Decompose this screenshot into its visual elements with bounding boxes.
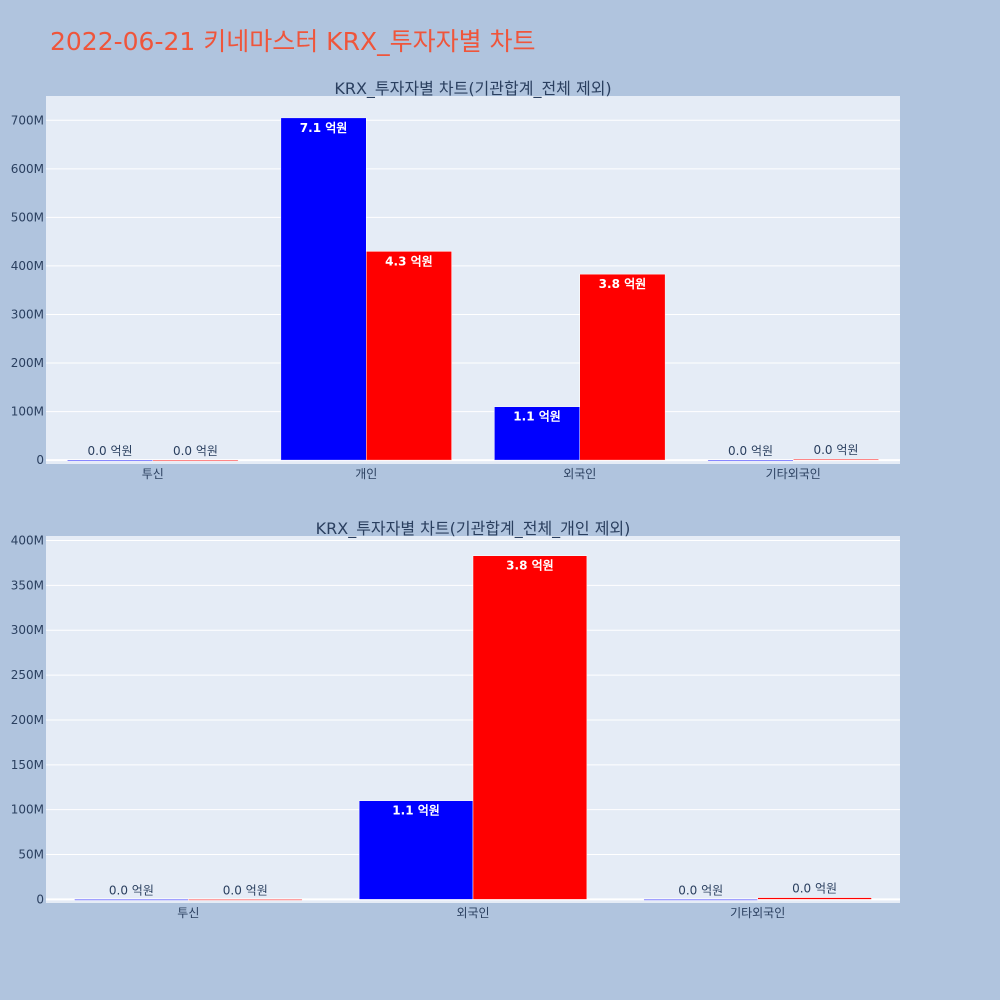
y-tick-label: 500M xyxy=(11,210,44,224)
bar xyxy=(757,897,872,900)
data-label: 0.0 억원 xyxy=(678,883,723,897)
y-tick-label: 600M xyxy=(11,162,44,176)
y-tick-label: 700M xyxy=(11,113,44,127)
data-label: 3.8 억원 xyxy=(506,559,554,573)
y-tick-label: 300M xyxy=(11,307,44,321)
data-label: 0.0 억원 xyxy=(88,444,133,458)
y-tick-label: 400M xyxy=(11,533,44,547)
bar xyxy=(152,459,239,462)
y-tick-label: 300M xyxy=(11,623,44,637)
page-title: 2022-06-21 키네마스터 KRX_투자자별 차트 xyxy=(50,27,536,56)
y-tick-label: 200M xyxy=(11,713,44,727)
investor-chart-excl-individual: 0 50M 100M 150M 200M 250M 300M 350M 400M KRX_투자자별… xyxy=(11,519,900,920)
data-label: 1.1 억원 xyxy=(513,410,561,424)
x-tick-label: 투신 xyxy=(142,467,164,481)
bar xyxy=(494,406,581,461)
x-tick-label: 투신 xyxy=(177,906,199,920)
investor-chart-all: 0 100M 200M 300M 400M 500M 600M 700M KRX_투자자별 차트… xyxy=(11,79,900,481)
chart-title: KRX_투자자별 차트(기관합계_전체 제외) xyxy=(334,79,611,99)
bar xyxy=(579,273,666,461)
bar xyxy=(643,899,758,901)
y-tick-label: 100M xyxy=(11,405,44,419)
bar xyxy=(358,800,474,900)
bar xyxy=(74,899,189,901)
y-tick-label: 50M xyxy=(18,848,44,862)
x-tick-label: 외국인 xyxy=(563,467,596,481)
chart-title: KRX_투자자별 차트(기관합계_전체_개인 제외) xyxy=(316,519,631,539)
data-label: 0.0 억원 xyxy=(728,444,773,458)
y-tick-label: 200M xyxy=(11,356,44,370)
plot-area xyxy=(46,96,900,464)
y-tick-label: 400M xyxy=(11,259,44,273)
bar xyxy=(280,117,367,461)
y-tick-label: 100M xyxy=(11,803,44,817)
data-label: 0.0 억원 xyxy=(173,444,218,458)
bar xyxy=(188,899,303,901)
data-label: 0.0 억원 xyxy=(109,883,154,897)
x-tick-label: 개인 xyxy=(355,467,377,481)
x-tick-label: 기타외국인 xyxy=(730,906,785,920)
bar xyxy=(472,555,588,900)
x-tick-label: 기타외국인 xyxy=(766,467,821,481)
bar xyxy=(793,458,879,461)
data-label: 0.0 억원 xyxy=(792,882,837,896)
y-tick-label: 0 xyxy=(36,892,44,906)
bar xyxy=(366,251,452,461)
y-tick-label: 0 xyxy=(36,453,44,467)
data-label: 3.8 억원 xyxy=(599,277,647,291)
data-label: 7.1 억원 xyxy=(300,121,348,135)
data-label: 0.0 억원 xyxy=(813,443,858,457)
data-label: 0.0 억원 xyxy=(223,883,268,897)
bar xyxy=(707,459,794,462)
y-tick-label: 250M xyxy=(11,668,44,682)
y-tick-label: 350M xyxy=(11,578,44,592)
x-tick-label: 외국인 xyxy=(456,906,489,920)
data-label: 4.3 억원 xyxy=(385,254,433,268)
data-label: 1.1 억원 xyxy=(392,804,440,818)
y-tick-label: 150M xyxy=(11,758,44,772)
